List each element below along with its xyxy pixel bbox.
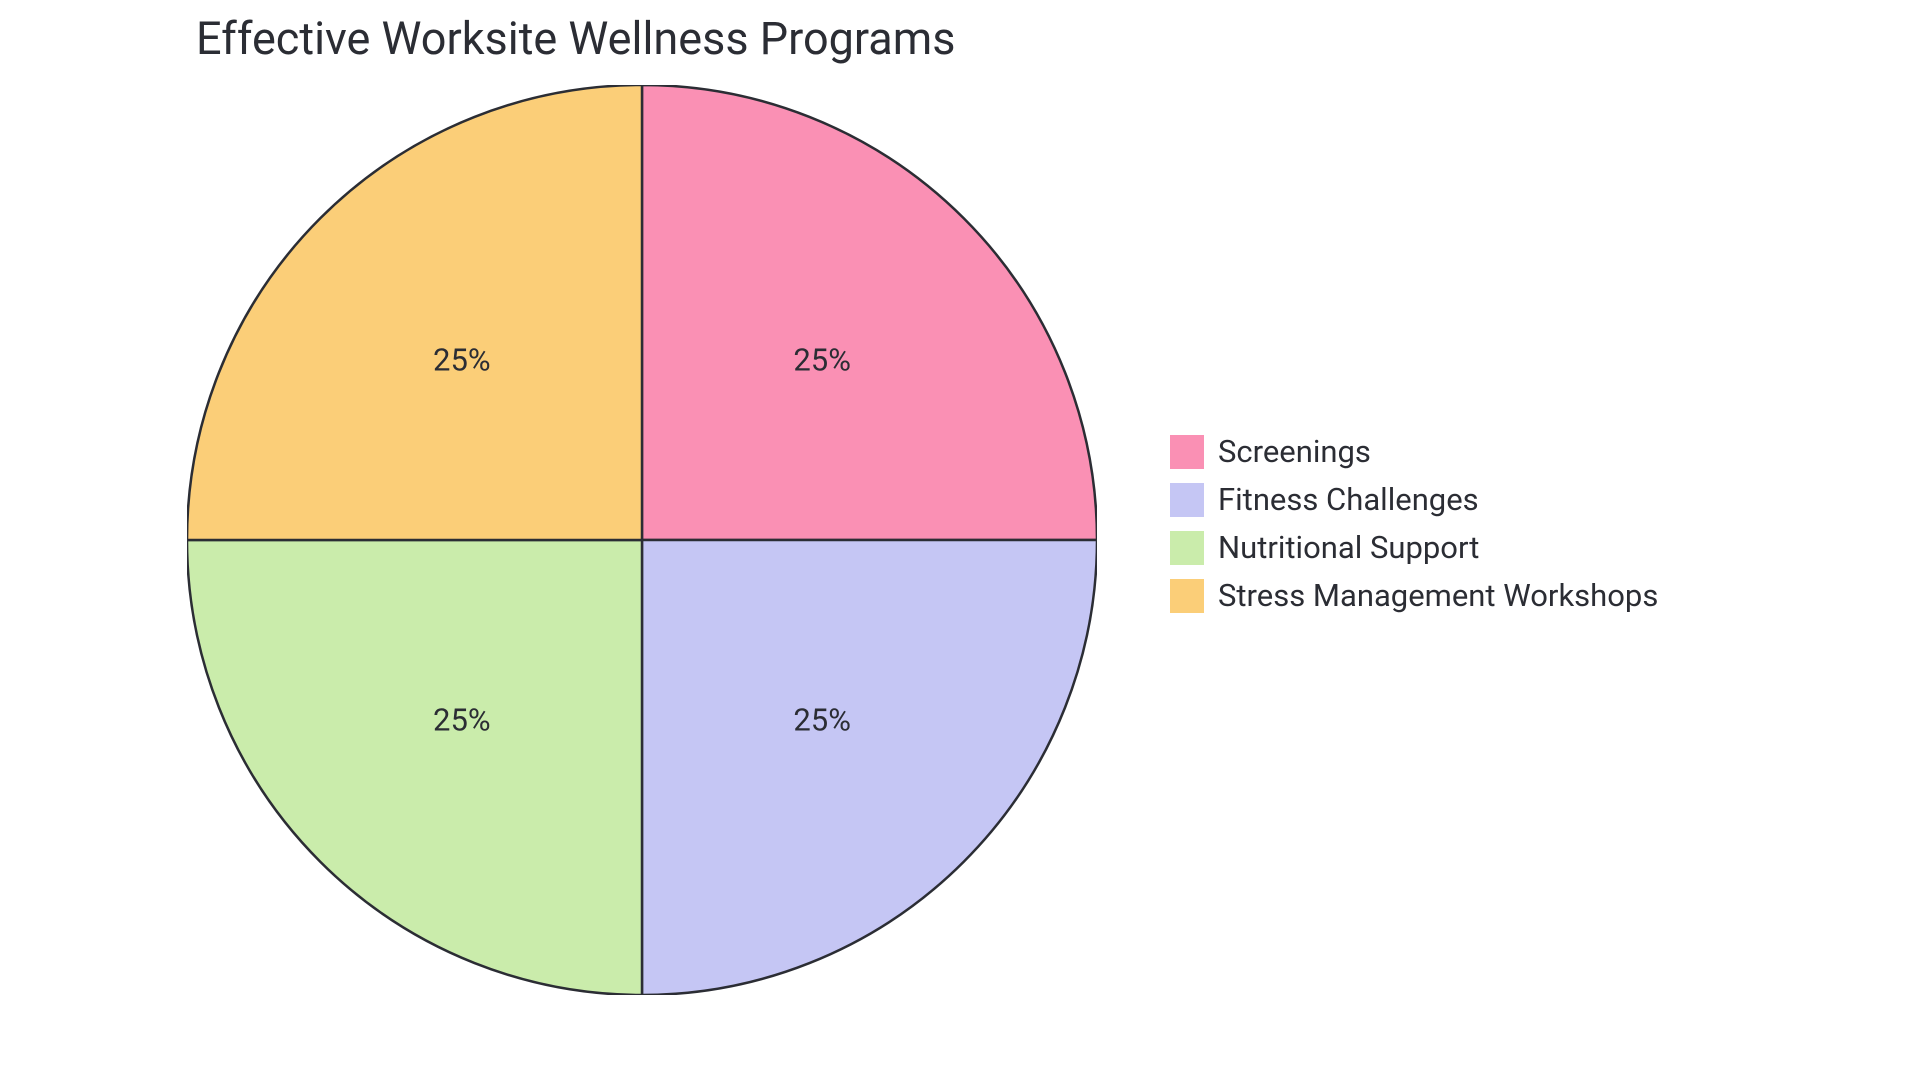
chart-title: Effective Worksite Wellness Programs [196, 12, 955, 65]
legend-item-2: Nutritional Support [1170, 524, 1658, 572]
pie-slice-3 [187, 85, 642, 540]
legend-item-3: Stress Management Workshops [1170, 572, 1658, 620]
legend-label-2: Nutritional Support [1218, 524, 1479, 572]
pie-slice-0 [642, 85, 1097, 540]
legend: ScreeningsFitness ChallengesNutritional … [1170, 428, 1658, 620]
legend-item-0: Screenings [1170, 428, 1658, 476]
legend-swatch-0 [1170, 435, 1204, 469]
slice-label-2: 25% [433, 702, 491, 739]
slice-label-3: 25% [433, 341, 491, 378]
legend-item-1: Fitness Challenges [1170, 476, 1658, 524]
pie-slice-1 [642, 540, 1097, 995]
legend-swatch-3 [1170, 579, 1204, 613]
legend-label-1: Fitness Challenges [1218, 476, 1479, 524]
slice-label-0: 25% [793, 341, 851, 378]
legend-swatch-2 [1170, 531, 1204, 565]
slice-label-1: 25% [793, 702, 851, 739]
pie-svg [187, 85, 1097, 995]
pie-slice-2 [187, 540, 642, 995]
legend-swatch-1 [1170, 483, 1204, 517]
legend-label-0: Screenings [1218, 428, 1371, 476]
chart-container: Effective Worksite Wellness Programs 25%… [0, 0, 1920, 1080]
legend-label-3: Stress Management Workshops [1218, 572, 1658, 620]
pie-chart: 25% 25% 25% 25% [187, 85, 1097, 995]
